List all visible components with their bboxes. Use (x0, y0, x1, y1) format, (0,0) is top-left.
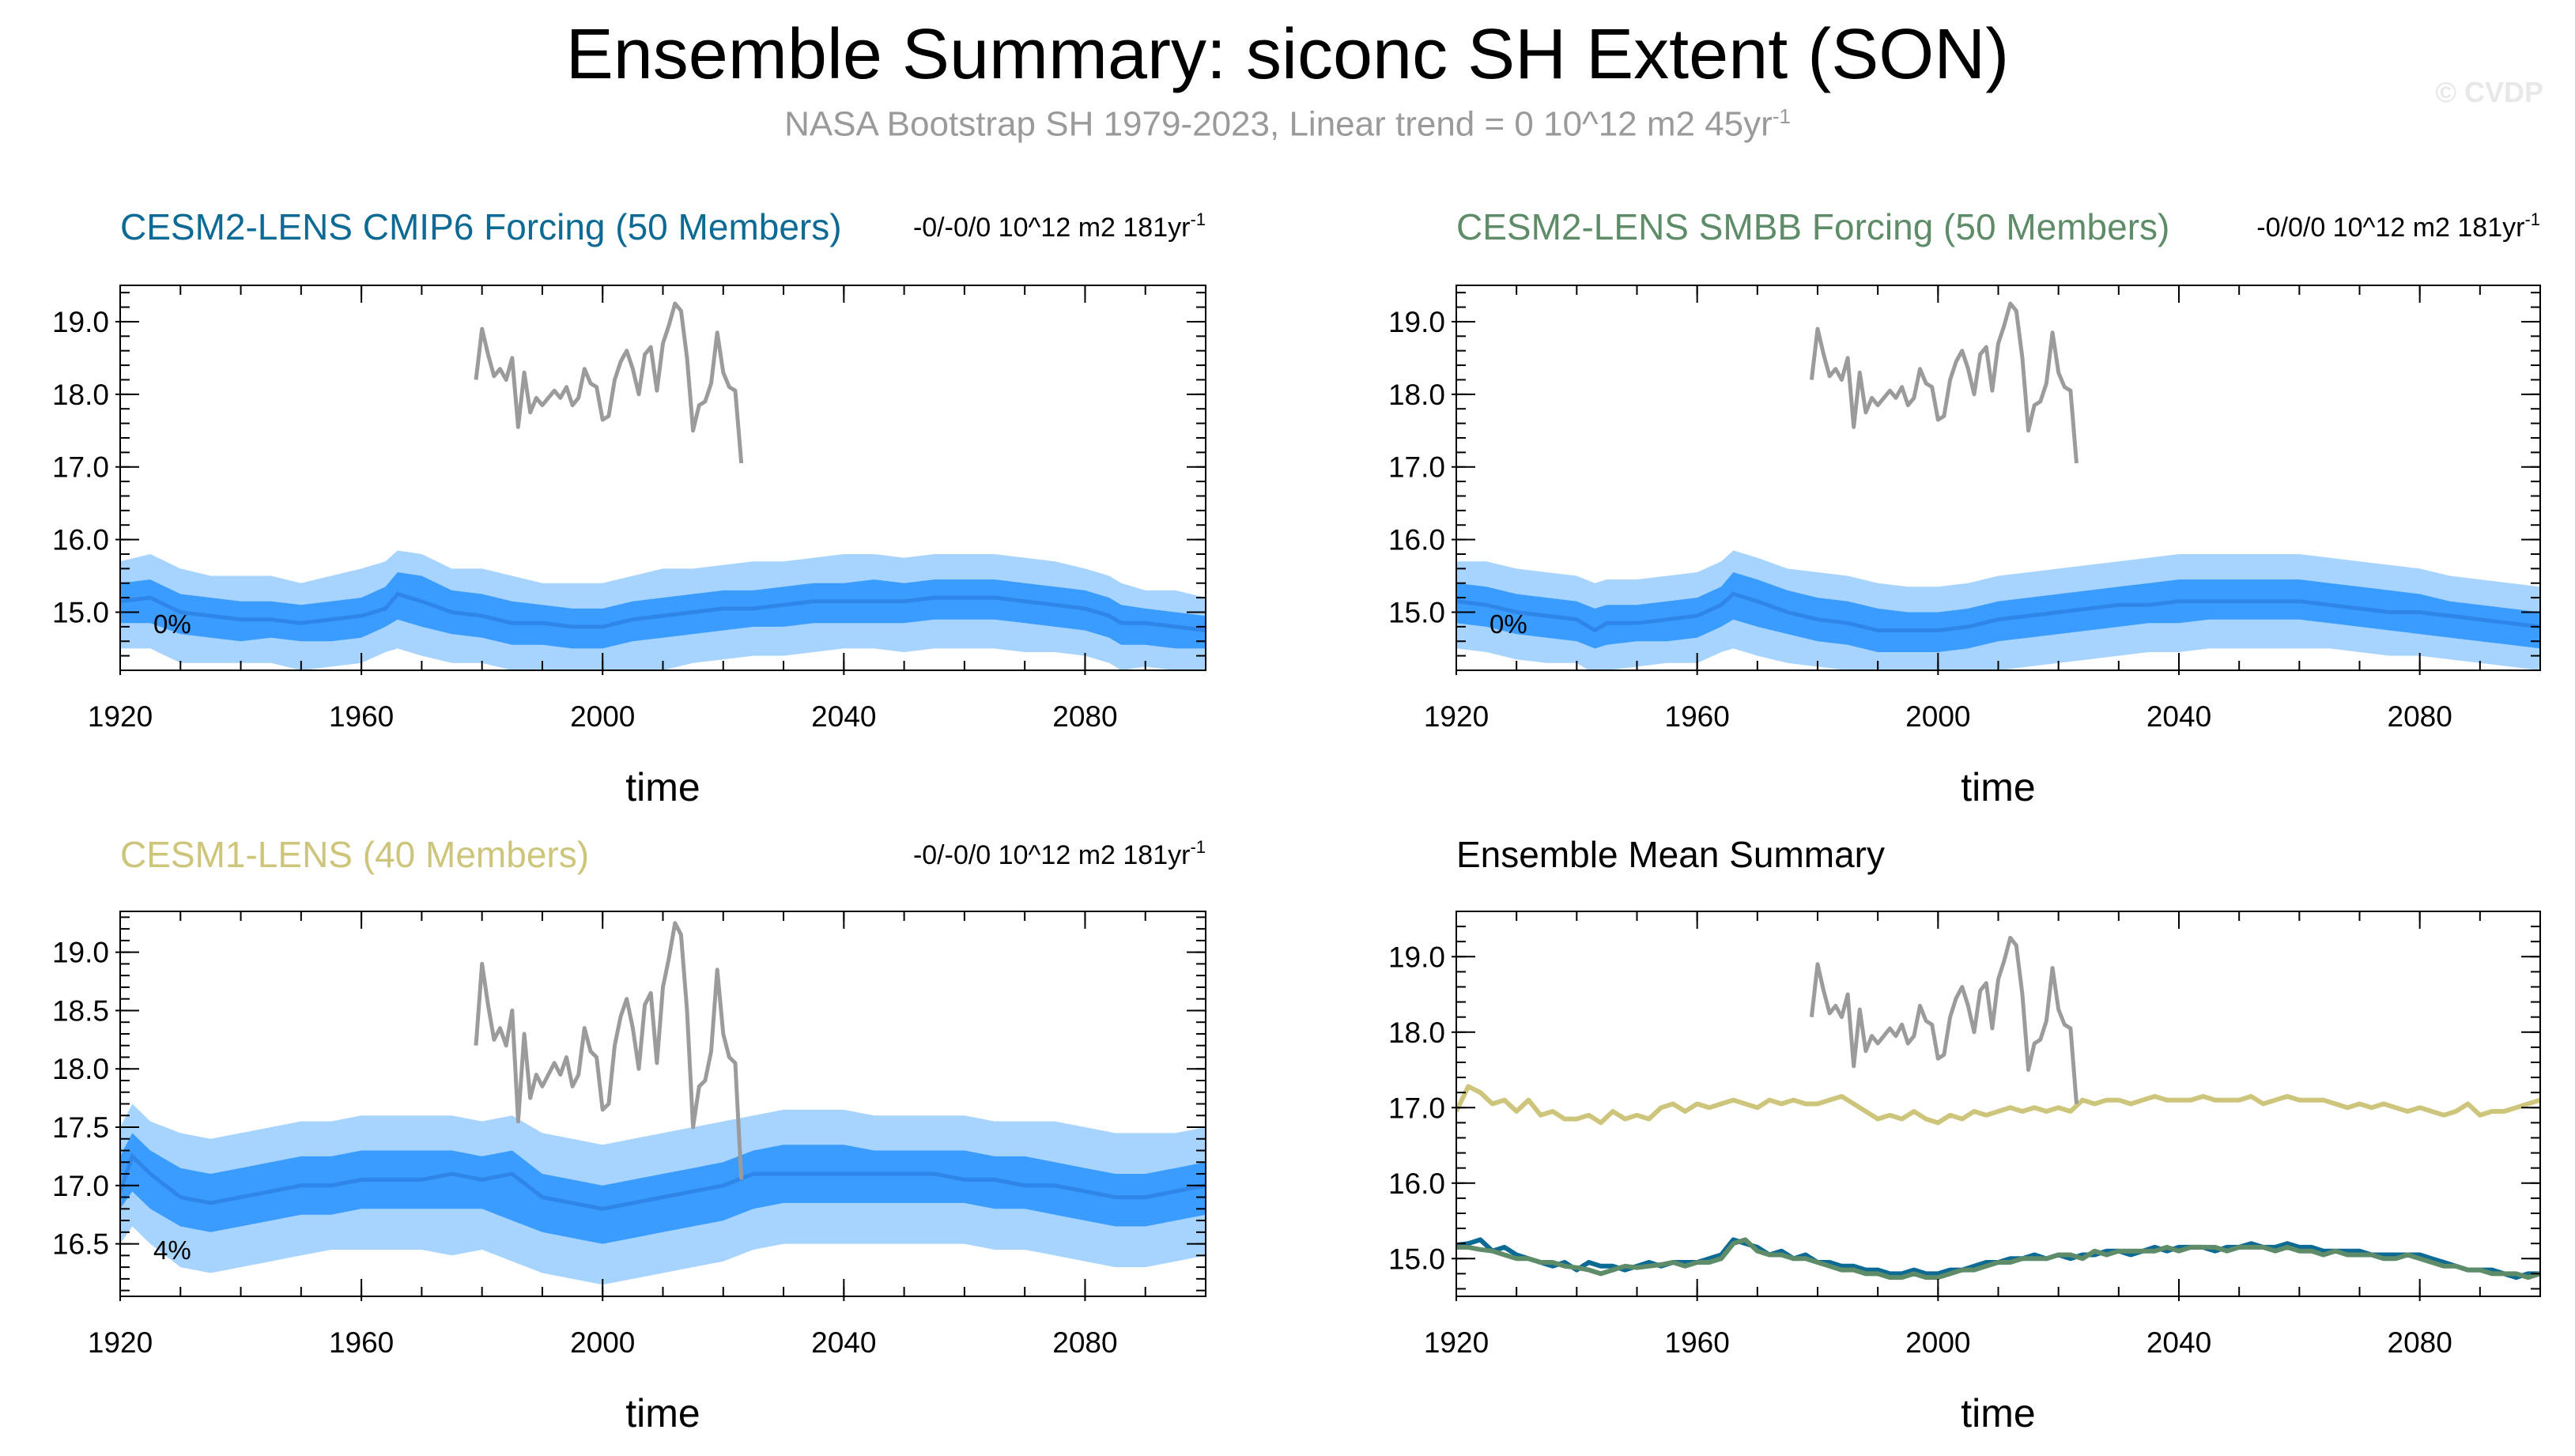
y-tick-label: 18.0 (1388, 379, 1445, 411)
y-tick-label: 17.0 (1388, 451, 1445, 484)
ensemble-mean-line (1456, 591, 2540, 633)
x-tick-label: 2080 (1052, 700, 1117, 733)
percent-label: 0% (1489, 609, 1527, 639)
x-tick-label: 2000 (1905, 1326, 1970, 1359)
trend-text: -0/-0/0 10^12 m2 181yr (913, 840, 1190, 870)
x-tick-label: 1960 (1665, 1326, 1730, 1359)
y-tick-label: 17.0 (52, 1170, 109, 1202)
panel-title: CESM2-LENS CMIP6 Forcing (50 Members) (120, 206, 842, 247)
trend-exponent: -1 (2524, 209, 2540, 229)
page-subtitle: NASA Bootstrap SH 1979-2023, Linear tren… (0, 104, 2575, 145)
y-tick-label: 19.0 (1388, 306, 1445, 338)
trend-text: -0/-0/0 10^12 m2 181yr (913, 213, 1190, 243)
y-tick-label: 16.0 (1388, 524, 1445, 556)
trend-annotation: -0/-0/0 10^12 m2 181yr-1 (913, 209, 1206, 243)
ensemble-mean-line (120, 591, 1206, 632)
x-tick-label: 2000 (570, 700, 635, 733)
panel-title: CESM2-LENS SMBB Forcing (50 Members) (1456, 206, 2169, 247)
y-tick-label: 17.5 (52, 1111, 109, 1144)
series-line-2 (1456, 1237, 2540, 1281)
x-tick-label: 2040 (811, 700, 876, 733)
y-tick-label: 19.0 (52, 306, 109, 338)
x-tick-label: 2000 (570, 1326, 635, 1359)
trend-annotation: -0/-0/0 10^12 m2 181yr-1 (913, 837, 1206, 870)
chart-panel-summary: 1920 1960 2000 2040 2080 15.0 16.0 17.0 18.0 19.0… (1388, 834, 2541, 1435)
ensemble-iqr-band (120, 572, 1206, 649)
plot-area (120, 301, 1206, 670)
panel-title: Ensemble Mean Summary (1456, 834, 1885, 875)
watermark: © CVDP (2435, 76, 2543, 108)
x-tick-label: 1960 (329, 1326, 394, 1359)
x-tick-label: 1920 (88, 700, 153, 733)
series-line-0 (1456, 1084, 2540, 1126)
y-tick-label: 15.0 (1388, 596, 1445, 628)
x-tick-label: 2040 (2146, 700, 2211, 733)
y-tick-label: 18.5 (52, 994, 109, 1027)
x-tick-label: 2040 (811, 1326, 876, 1359)
y-tick-label: 16.0 (1388, 1167, 1445, 1200)
ensemble-mean-line (120, 1152, 1206, 1211)
x-axis-label: time (1961, 1391, 2035, 1435)
subtitle-exponent: -1 (1772, 104, 1791, 128)
plot-area (1456, 935, 2540, 1281)
ensemble-iqr-band (120, 1133, 1206, 1244)
ensemble-iqr-band (1456, 572, 2540, 652)
x-tick-label: 1920 (1424, 1326, 1489, 1359)
x-tick-label: 2080 (2388, 1326, 2452, 1359)
observations-line (474, 921, 744, 1180)
y-tick-label: 17.0 (1388, 1092, 1445, 1124)
y-tick-label: 16.5 (52, 1228, 109, 1261)
trend-text: -0/0/0 10^12 m2 181yr (2256, 213, 2524, 243)
x-axis-label: time (625, 1391, 700, 1435)
y-tick-label: 16.0 (52, 524, 109, 556)
x-tick-label: 2080 (1052, 1326, 1117, 1359)
y-tick-label: 15.0 (52, 596, 109, 628)
x-tick-label: 1960 (329, 700, 394, 733)
x-tick-label: 1920 (88, 1326, 153, 1359)
plot-area (120, 921, 1206, 1285)
subtitle-text: NASA Bootstrap SH 1979-2023, Linear tren… (784, 104, 1773, 144)
x-tick-label: 2000 (1905, 700, 1970, 733)
y-tick-label: 17.0 (52, 451, 109, 484)
y-tick-label: 18.0 (52, 1053, 109, 1085)
chart-panel-cmip6: 1920 1960 2000 2040 2080 15.0 16.0 17.0 18.0 19.0… (52, 206, 1206, 809)
chart-panel-smbb: 1920 1960 2000 2040 2080 15.0 16.0 17.0 18.0 19.0… (1388, 206, 2541, 809)
x-tick-label: 1920 (1424, 700, 1489, 733)
y-tick-label: 15.0 (1388, 1243, 1445, 1275)
plot-area (1456, 301, 2540, 670)
observations-line (1809, 301, 2079, 464)
x-tick-label: 2080 (2388, 700, 2452, 733)
y-tick-label: 18.0 (1388, 1017, 1445, 1049)
percent-label: 4% (153, 1235, 191, 1265)
observations-line (474, 301, 744, 464)
y-tick-label: 19.0 (1388, 941, 1445, 973)
x-tick-label: 2040 (2146, 1326, 2211, 1359)
x-axis-label: time (1961, 765, 2035, 809)
page-title: Ensemble Summary: siconc SH Extent (SON) (565, 15, 2010, 94)
panel-title: CESM1-LENS (40 Members) (120, 834, 589, 875)
x-tick-label: 1960 (1665, 700, 1730, 733)
trend-exponent: -1 (1190, 209, 1206, 229)
percent-label: 0% (153, 609, 191, 639)
trend-annotation: -0/0/0 10^12 m2 181yr-1 (2256, 209, 2540, 243)
trend-exponent: -1 (1190, 837, 1206, 857)
y-tick-label: 19.0 (52, 937, 109, 969)
y-tick-label: 18.0 (52, 379, 109, 411)
x-axis-label: time (625, 765, 700, 809)
observations-line (1809, 935, 2079, 1104)
chart-panel-cesm1: 1920 1960 2000 2040 2080 16.5 17.0 17.5 18.0 18.5… (52, 834, 1206, 1435)
